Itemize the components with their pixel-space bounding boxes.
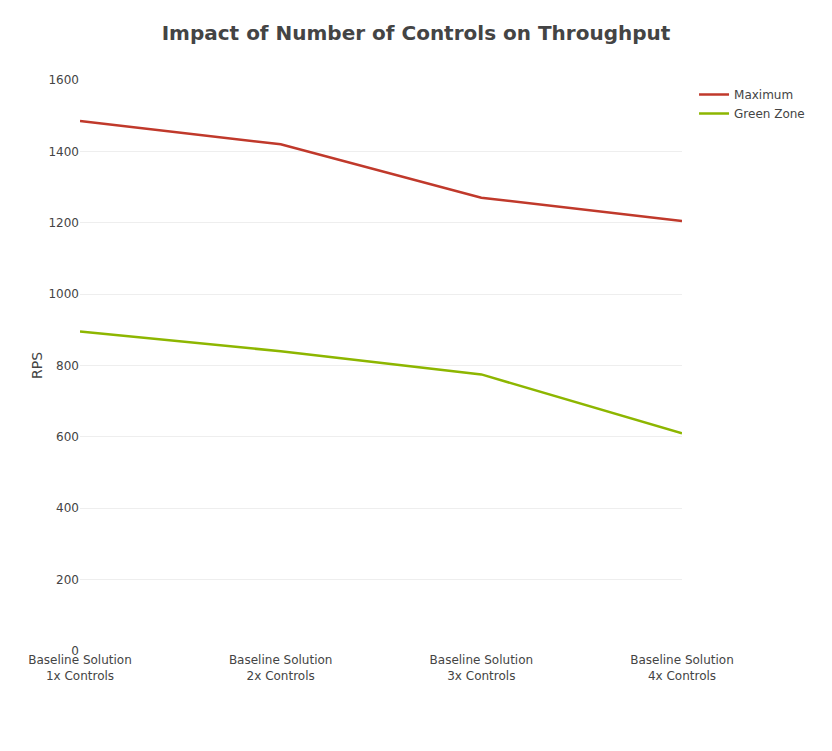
svg-text:Impact of Number of Controls o: Impact of Number of Controls on Throughp… [162, 21, 671, 45]
svg-text:800: 800 [56, 359, 79, 373]
svg-text:600: 600 [56, 430, 79, 444]
svg-text:0: 0 [71, 644, 79, 658]
svg-text:1600: 1600 [48, 73, 79, 87]
svg-text:RPS: RPS [29, 352, 45, 379]
svg-text:Baseline Solution3x Controls: Baseline Solution3x Controls [430, 653, 534, 683]
svg-text:Baseline Solution2x Controls: Baseline Solution2x Controls [229, 653, 333, 683]
svg-text:Green Zone: Green Zone [734, 107, 805, 121]
svg-text:1000: 1000 [48, 287, 79, 301]
svg-text:1200: 1200 [48, 216, 79, 230]
svg-text:200: 200 [56, 573, 79, 587]
svg-text:Maximum: Maximum [734, 88, 793, 102]
svg-text:Baseline Solution1x Controls: Baseline Solution1x Controls [28, 653, 132, 683]
svg-text:400: 400 [56, 501, 79, 515]
svg-text:1400: 1400 [48, 145, 79, 159]
svg-text:Baseline Solution4x Controls: Baseline Solution4x Controls [630, 653, 734, 683]
